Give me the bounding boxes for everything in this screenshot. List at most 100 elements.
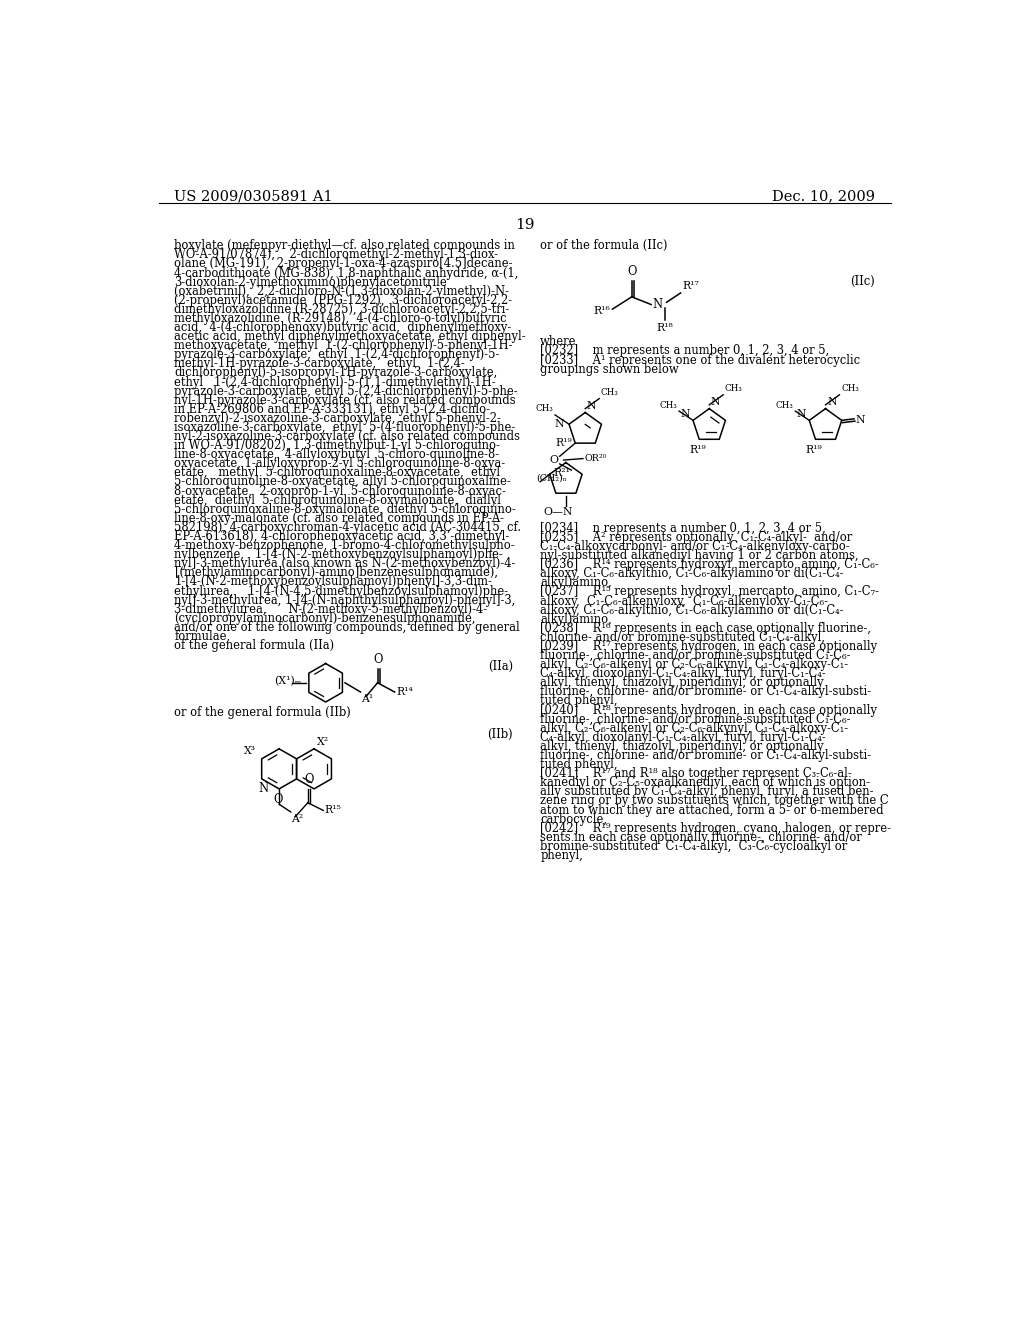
Text: N: N [711, 397, 720, 407]
Text: alkoxy, C₁-C₆-alkylthio, C₁-C₆-alkylamino or di(C₁-C₄-: alkoxy, C₁-C₆-alkylthio, C₁-C₆-alkylamin… [541, 568, 844, 581]
Text: OR²⁰: OR²⁰ [585, 454, 607, 463]
Text: alkyl, C₂-C₆-alkenyl or C₂-C₆-alkynyl, C₁-C₄-alkoxy-C₁-: alkyl, C₂-C₆-alkenyl or C₂-C₆-alkynyl, C… [541, 722, 849, 735]
Text: (IIb): (IIb) [487, 729, 513, 741]
Text: acetic acid, methyl diphenylmethoxyacetate, ethyl diphenyl-: acetic acid, methyl diphenylmethoxyaceta… [174, 330, 526, 343]
Text: O: O [628, 265, 637, 279]
Text: alkyl, thienyl, thiazolyl, piperidinyl, or optionally: alkyl, thienyl, thiazolyl, piperidinyl, … [541, 741, 824, 752]
Text: N: N [856, 416, 865, 425]
Text: boxylate (mefenpyr-diethyl—cf. also related compounds in: boxylate (mefenpyr-diethyl—cf. also rela… [174, 239, 515, 252]
Text: alkoxy,  C₁-C₆-alkenyloxy,  C₁-C₆-alkenyloxy-C₁-C₆-: alkoxy, C₁-C₆-alkenyloxy, C₁-C₆-alkenylo… [541, 594, 828, 607]
Text: [0241]    R¹⁷ and R¹⁸ also together represent C₃-C₆-al-: [0241] R¹⁷ and R¹⁸ also together represe… [541, 767, 852, 780]
Text: [0232]    m represents a number 0, 1, 2, 3, 4 or 5,: [0232] m represents a number 0, 1, 2, 3,… [541, 345, 829, 358]
Text: fluorine-, chlorine- and/or bromine-substituted C₁-C₆-: fluorine-, chlorine- and/or bromine-subs… [541, 713, 851, 726]
Text: R¹⁷: R¹⁷ [682, 281, 699, 292]
Text: [0238]    R¹⁶ represents in each case optionally fluorine-,: [0238] R¹⁶ represents in each case optio… [541, 622, 871, 635]
Text: isoxazoline-3-carboxylate,  ethyl  5-(4-fluorophenyl)-5-phe-: isoxazoline-3-carboxylate, ethyl 5-(4-fl… [174, 421, 516, 434]
Text: Dec. 10, 2009: Dec. 10, 2009 [772, 189, 876, 203]
Text: N: N [555, 420, 564, 429]
Text: O—N: O—N [544, 507, 572, 517]
Text: R¹⁴: R¹⁴ [396, 686, 413, 697]
Text: pyrazole-3-carboxylate,  ethyl  1-(2,4-dichlorophenyl)-5-: pyrazole-3-carboxylate, ethyl 1-(2,4-dic… [174, 348, 500, 362]
Text: R¹⁹: R¹⁹ [806, 445, 822, 455]
Text: [0234]    n represents a number 0, 1, 2, 3, 4 or 5,: [0234] n represents a number 0, 1, 2, 3,… [541, 521, 826, 535]
Text: olane (MG-191),  2-propenyl-1-oxa-4-azaspiro[4.5]decane-: olane (MG-191), 2-propenyl-1-oxa-4-azasp… [174, 257, 513, 271]
Text: A²: A² [291, 813, 303, 824]
Text: pyrazole-3-carboxylate, ethyl 5-(2,4-dichlorophenyl)-5-phe-: pyrazole-3-carboxylate, ethyl 5-(2,4-dic… [174, 384, 518, 397]
Text: CH₃: CH₃ [601, 388, 618, 397]
Text: (X¹)ₘ: (X¹)ₘ [273, 676, 301, 686]
Text: dimethyloxazolidine (R-28725), 3-dichloroacetyl-2,2,5-tri-: dimethyloxazolidine (R-28725), 3-dichlor… [174, 302, 510, 315]
Text: 582198), 4-carboxychroman-4-ylacetic acid (AC-304415, cf.: 582198), 4-carboxychroman-4-ylacetic aci… [174, 521, 521, 533]
Text: [(methylaminocarbonyl)-amino]benzenesulphonamide),: [(methylaminocarbonyl)-amino]benzenesulp… [174, 566, 498, 579]
Text: C₄-alkyl, dioxolanyl-C₁-C₄-alkyl, furyl, furyl-C₁-C₄-: C₄-alkyl, dioxolanyl-C₁-C₄-alkyl, furyl,… [541, 667, 826, 680]
Text: O: O [549, 455, 558, 465]
Text: and/or one of the following compounds, defined by general: and/or one of the following compounds, d… [174, 620, 520, 634]
Text: CH₃: CH₃ [536, 404, 554, 413]
Text: or of the general formula (IIb): or of the general formula (IIb) [174, 706, 351, 719]
Text: etate,  diethyl  5-chloroquinoline-8-oxymalonate,  diallyl: etate, diethyl 5-chloroquinoline-8-oxyma… [174, 494, 502, 507]
Text: nyl-2-isoxazoline-3-carboxylate (cf. also related compounds: nyl-2-isoxazoline-3-carboxylate (cf. als… [174, 430, 520, 444]
Text: N: N [797, 409, 806, 418]
Text: bromine-substituted  C₁-C₄-alkyl,  C₃-C₆-cycloalkyl or: bromine-substituted C₁-C₄-alkyl, C₃-C₆-c… [541, 840, 848, 853]
Text: sents in each case optionally fluorine-, chlorine- and/or: sents in each case optionally fluorine-,… [541, 830, 862, 843]
Text: WO-A-91/07874),    2-dichloromethyl-2-methyl-1,3-diox-: WO-A-91/07874), 2-dichloromethyl-2-methy… [174, 248, 499, 261]
Text: ethylurea,    1-[4-(N-4,5-dimethylbenzoylsulphamoyl)phe-: ethylurea, 1-[4-(N-4,5-dimethylbenzoylsu… [174, 585, 509, 598]
Text: N: N [827, 397, 837, 407]
Text: formulae,: formulae, [174, 630, 230, 643]
Text: R¹⁸: R¹⁸ [656, 323, 674, 333]
Text: alkoxy, C₁-C₆-alkylthio, C₁-C₆-alkylamino or di(C₁-C₄-: alkoxy, C₁-C₆-alkylthio, C₁-C₆-alkylamin… [541, 603, 844, 616]
Text: acid,  4-(4-chlorophenoxy)butyric acid,  diphenylmethoxy-: acid, 4-(4-chlorophenoxy)butyric acid, d… [174, 321, 512, 334]
Text: alkyl, thienyl, thiazolyl, piperidinyl, or optionally: alkyl, thienyl, thiazolyl, piperidinyl, … [541, 676, 824, 689]
Text: 1-[4-(N-2-methoxybenzoylsulphamoyl)phenyl]-3,3-dim-: 1-[4-(N-2-methoxybenzoylsulphamoyl)pheny… [174, 576, 493, 589]
Text: fluorine-, chlorine- and/or bromine- or C₁-C₄-alkyl-substi-: fluorine-, chlorine- and/or bromine- or … [541, 748, 871, 762]
Text: [0240]    R¹⁸ represents hydrogen, in each case optionally: [0240] R¹⁸ represents hydrogen, in each … [541, 704, 878, 717]
Text: C₄-alkyl, dioxolanyl-C₁-C₄-alkyl, furyl, furyl-C₁-C₄-: C₄-alkyl, dioxolanyl-C₁-C₄-alkyl, furyl,… [541, 731, 826, 743]
Text: (IIa): (IIa) [488, 660, 513, 673]
Text: nylbenzene,   1-[4-(N-2-methoxybenzoylsulphamoyl)phe-: nylbenzene, 1-[4-(N-2-methoxybenzoylsulp… [174, 548, 503, 561]
Text: phenyl,: phenyl, [541, 849, 584, 862]
Text: CH₃: CH₃ [659, 400, 678, 409]
Text: (IIc): (IIc) [850, 276, 876, 288]
Text: R²¹: R²¹ [554, 469, 570, 478]
Text: methyl-1H-pyrazole-3-carboxylate,   ethyl   1-(2,4-: methyl-1H-pyrazole-3-carboxylate, ethyl … [174, 358, 465, 371]
Text: [0239]    R¹⁷ represents hydrogen, in each case optionally: [0239] R¹⁷ represents hydrogen, in each … [541, 640, 878, 653]
Text: X³: X³ [244, 746, 255, 756]
Text: O: O [374, 653, 383, 665]
Text: CH₃: CH₃ [841, 384, 859, 393]
Text: R¹⁵: R¹⁵ [325, 805, 342, 816]
Text: (2-propenyl)acetamide  (PPG-1292),  3-dichloroacetyl-2,2-: (2-propenyl)acetamide (PPG-1292), 3-dich… [174, 294, 513, 306]
Text: dichlorophenyl)-5-isopropyl-1H-pyrazole-3-carboxylate,: dichlorophenyl)-5-isopropyl-1H-pyrazole-… [174, 367, 498, 379]
Text: fluorine-, chlorine- and/or bromine- or C₁-C₄-alkyl-substi-: fluorine-, chlorine- and/or bromine- or … [541, 685, 871, 698]
Text: robenzyl)-2-isoxazoline-3-carboxylate,  ethyl 5-phenyl-2-: robenzyl)-2-isoxazoline-3-carboxylate, e… [174, 412, 502, 425]
Text: 3-dioxolan-2-ylmethoximino)phenylacetonitrile: 3-dioxolan-2-ylmethoximino)phenylacetoni… [174, 276, 447, 289]
Text: tuted phenyl,: tuted phenyl, [541, 758, 617, 771]
Text: groupings shown below: groupings shown below [541, 363, 679, 376]
Text: O: O [304, 772, 313, 785]
Text: 19: 19 [515, 218, 535, 232]
Text: O: O [272, 793, 283, 807]
Text: (oxabetrinil),  2,2-dichloro-N-(1,3-dioxolan-2-ylmethyl)-N-: (oxabetrinil), 2,2-dichloro-N-(1,3-dioxo… [174, 285, 510, 298]
Text: R¹⁶: R¹⁶ [593, 306, 610, 315]
Text: CH₃: CH₃ [725, 384, 742, 393]
Text: 5-chloroquinoxaline-8-oxymalonate, diethyl 5-chloroquino-: 5-chloroquinoxaline-8-oxymalonate, dieth… [174, 503, 516, 516]
Text: N: N [652, 298, 663, 312]
Text: line-8-oxyacetate,  4-allyloxybutyl  5-chloro-quinoline-8-: line-8-oxyacetate, 4-allyloxybutyl 5-chl… [174, 449, 500, 461]
Text: nyl-substituted alkanediyl having 1 or 2 carbon atoms,: nyl-substituted alkanediyl having 1 or 2… [541, 549, 859, 562]
Text: CH₃: CH₃ [776, 400, 794, 409]
Text: nyl-1H-pyrazole-3-carboxylate (cf. also related compounds: nyl-1H-pyrazole-3-carboxylate (cf. also … [174, 393, 516, 407]
Text: 5-chloroquinoline-8-oxyacetate, allyl 5-chloroquinoxaline-: 5-chloroquinoline-8-oxyacetate, allyl 5-… [174, 475, 511, 488]
Text: 4-carbodithioate (MG-838), 1,8-naphthalic anhydride, α-(1,: 4-carbodithioate (MG-838), 1,8-naphthali… [174, 267, 519, 280]
Text: [0233]    A¹ represents one of the divalent heterocyclic: [0233] A¹ represents one of the divalent… [541, 354, 860, 367]
Text: fluorine-, chlorine- and/or bromine-substituted C₁-C₆-: fluorine-, chlorine- and/or bromine-subs… [541, 649, 851, 663]
Text: line-8-oxy-malonate (cf. also related compounds in EP-A-: line-8-oxy-malonate (cf. also related co… [174, 512, 505, 525]
Text: [0235]    A² represents optionally  C₁-C₄-alkyl-  and/or: [0235] A² represents optionally C₁-C₄-al… [541, 531, 853, 544]
Text: (CH₂)ₙ: (CH₂)ₙ [537, 474, 567, 483]
Text: alkyl, C₂-C₆-alkenyl or C₂-C₆-alkynyl, C₁-C₄-alkoxy-C₁-: alkyl, C₂-C₆-alkenyl or C₂-C₆-alkynyl, C… [541, 659, 849, 671]
Text: [0236]    R¹⁴ represents hydroxyl, mercapto, amino, C₁-C₆-: [0236] R¹⁴ represents hydroxyl, mercapto… [541, 558, 879, 572]
Text: (cyclopropylaminocarbonyl)-benzenesulphonamide,: (cyclopropylaminocarbonyl)-benzenesulpho… [174, 611, 476, 624]
Text: [0237]    R¹⁵ represents hydroxyl, mercapto, amino, C₁-C₇-: [0237] R¹⁵ represents hydroxyl, mercapto… [541, 586, 880, 598]
Text: N: N [258, 783, 268, 796]
Text: chlorine- and/or bromine-substituted C₁-C₄-alkyl,: chlorine- and/or bromine-substituted C₁-… [541, 631, 825, 644]
Text: in WO-A-91/08202), 1,3-dimethylbut-1-yl 5-chloroquino-: in WO-A-91/08202), 1,3-dimethylbut-1-yl … [174, 440, 501, 453]
Text: nyl]-3-methylurea (also known as N-(2-methoxybenzoyl)-4-: nyl]-3-methylurea (also known as N-(2-me… [174, 557, 516, 570]
